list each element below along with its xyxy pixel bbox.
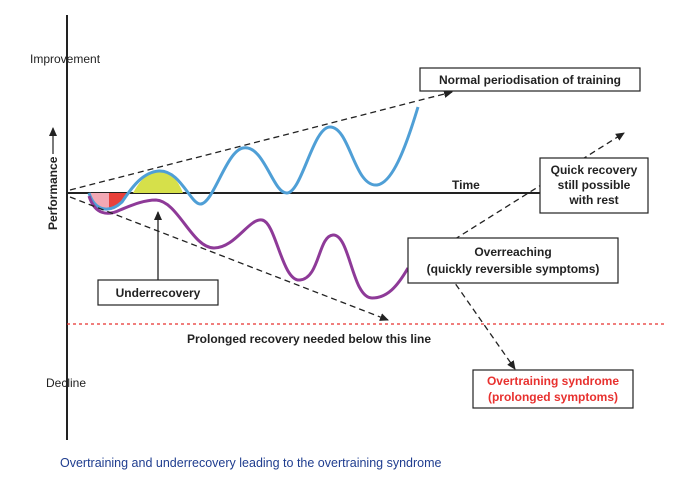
performance-label: Performance [46, 156, 60, 230]
decline-trend-arrow [69, 196, 389, 321]
underrecovery-box [97, 279, 219, 306]
yellow-region [133, 170, 183, 193]
normal-periodisation-text: Normal periodisation of training [439, 73, 621, 87]
quick-recovery-text-2: still possible [558, 178, 631, 192]
improvement-curve [87, 106, 420, 211]
overtraining-text-2: (prolonged symptoms) [488, 390, 618, 404]
decline-curve [87, 195, 410, 300]
overtraining-arrow [449, 275, 516, 370]
red-region [109, 193, 128, 210]
overreaching-text-2: (quickly reversible symptoms) [427, 262, 600, 276]
overreaching-text-1: Overreaching [474, 245, 551, 259]
decline-label: Decline [46, 376, 86, 390]
overtraining-box [472, 369, 634, 409]
overtraining-text-1: Overtraining syndrome [487, 374, 619, 388]
threshold-label: Prolonged recovery needed below this lin… [187, 332, 431, 346]
overreaching-box [407, 237, 619, 284]
quick-recovery-box [539, 157, 649, 214]
quick-recovery-text-1: Quick recovery [551, 163, 638, 177]
underrecovery-text: Underrecovery [116, 286, 201, 300]
pink-region [90, 193, 109, 210]
performance-label-group: Performance [46, 127, 60, 230]
figure-caption: Overtraining and underrecovery leading t… [60, 456, 442, 470]
normal-trend-arrow [69, 90, 453, 191]
quick-recovery-text-3: with rest [568, 193, 618, 207]
improvement-label: Improvement [30, 52, 101, 66]
time-label: Time [452, 178, 480, 192]
normal-periodisation-box [419, 67, 641, 92]
